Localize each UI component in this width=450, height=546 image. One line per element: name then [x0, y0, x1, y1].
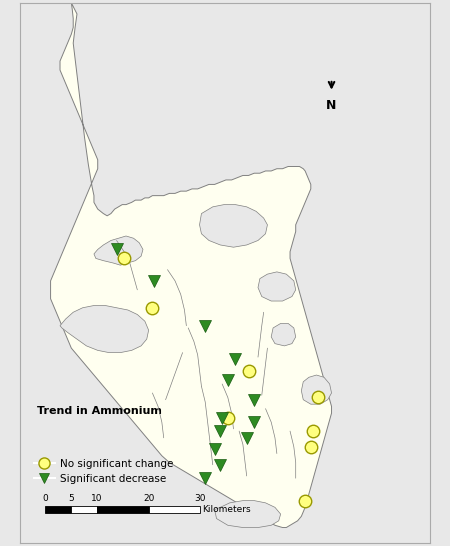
Text: 10: 10	[91, 494, 103, 503]
Polygon shape	[94, 236, 143, 265]
Polygon shape	[302, 375, 332, 404]
Polygon shape	[215, 501, 281, 527]
Polygon shape	[258, 272, 296, 301]
Bar	[148, 506, 200, 513]
Polygon shape	[60, 306, 148, 353]
Text: 20: 20	[143, 494, 154, 503]
Text: 5: 5	[68, 494, 74, 503]
Bar	[71, 506, 97, 513]
Polygon shape	[199, 205, 267, 247]
Polygon shape	[271, 323, 296, 346]
Legend: No significant change, Significant decrease: No significant change, Significant decre…	[34, 459, 173, 484]
Text: 0: 0	[42, 494, 48, 503]
Bar	[97, 506, 148, 513]
Text: 30: 30	[195, 494, 206, 503]
Text: Trend in Ammonium: Trend in Ammonium	[37, 406, 162, 416]
Polygon shape	[50, 3, 332, 527]
Bar	[45, 506, 71, 513]
Text: Kilometers: Kilometers	[202, 505, 251, 514]
Text: N: N	[326, 99, 337, 112]
